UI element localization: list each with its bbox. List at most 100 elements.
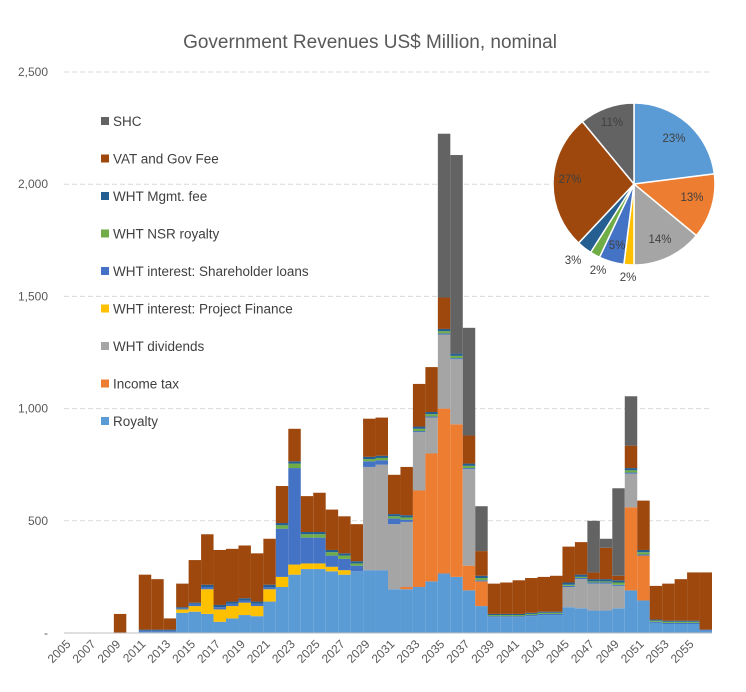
bar-segment: WHT interest: Shareholder loans 2031: 25 — [388, 518, 401, 525]
bar-segment: Royalty 2015: 95 — [188, 611, 202, 633]
bar-segment: WHT Mgmt. fee 2027: 10 — [338, 553, 351, 556]
bar-segment: WHT NSR royalty 2034: 10 — [425, 414, 438, 417]
bar-segment: WHT dividends 2032: 290 — [400, 521, 413, 587]
bar-segment: Royalty 2046: 110 — [574, 608, 588, 633]
bar-segment: WHT interest: Project Finance 2020: 45 — [250, 606, 264, 617]
bar-segment: WHT NSR royalty 2055: 5 — [687, 621, 700, 623]
bar-segment: WHT NSR royalty 2025: 15 — [313, 534, 326, 538]
bar-segment: VAT and Gov Fee 2033: 190 — [412, 383, 426, 427]
legend-label: WHT NSR royalty — [113, 227, 220, 242]
bar-segment: WHT interest: Shareholder loans 2011: 5 — [138, 630, 152, 632]
bar-segment: Royalty 2055: 40 — [687, 624, 700, 633]
bar-segment: WHT Mgmt. fee 2029: 10 — [363, 456, 376, 460]
bar-segment: WHT Mgmt. fee 2021: 10 — [263, 584, 276, 587]
bar-segment: VAT and Gov Fee 2014: 105 — [176, 583, 189, 608]
bar-segment: SHC 2050: 220 — [624, 396, 638, 446]
bar-segment: VAT and Gov Fee 2056: 255 — [699, 572, 712, 630]
legend-swatch — [101, 229, 109, 238]
bar-segment: WHT interest: Shareholder loans 2020: 10 — [250, 603, 264, 607]
bar-segment: WHT interest: Shareholder loans 2039: 5 — [487, 616, 501, 618]
bar-segment: WHT Mgmt. fee 2020: 10 — [250, 601, 264, 604]
bar-segment: VAT and Gov Fee 2051: 220 — [637, 500, 650, 550]
stacked-bars: VAT and Gov Fee 2009: 85Royalty 2011: 5W… — [64, 133, 712, 634]
bar-segment: WHT NSR royalty 2044: 5 — [550, 612, 563, 614]
bar-segment: Royalty 2028: 275 — [350, 571, 364, 633]
bar-segment: WHT interest: Shareholder loans 2025: 11… — [313, 537, 326, 564]
bar-segment: WHT Mgmt. fee 2013: 5 — [163, 629, 177, 631]
bar-segment: WHT Mgmt. fee 2045: 10 — [562, 582, 575, 585]
bar-segment: Royalty 2036: 250 — [450, 576, 463, 633]
legend-label: WHT interest: Project Finance — [113, 302, 293, 317]
bar-segment: WHT dividends 2048: 120 — [599, 583, 613, 611]
bar-segment: WHT dividends 2046: 130 — [574, 579, 588, 609]
bar-segment: WHT interest: Project Finance 2023: 45 — [288, 564, 301, 575]
bar-segment: VAT and Gov Fee 2011: 245 — [138, 574, 152, 630]
legend-label: WHT dividends — [113, 339, 205, 354]
bar-segment: VAT and Gov Fee 2018: 235 — [226, 548, 239, 602]
bar-segment: WHT Mgmt. fee 2053: 5 — [662, 620, 675, 622]
bar-segment: Royalty 2020: 75 — [250, 616, 264, 633]
bar-segment: Royalty 2029: 280 — [363, 570, 376, 633]
pie-label: 3% — [565, 255, 582, 267]
bar-segment: Royalty 2054: 40 — [674, 624, 688, 633]
bar-segment: WHT Mgmt. fee 2052: 5 — [649, 619, 663, 621]
bar-segment: Income tax 2035: 735 — [437, 408, 451, 574]
bar-segment: Royalty 2018: 65 — [226, 618, 239, 633]
bar-segment: VAT and Gov Fee 2029: 170 — [363, 418, 376, 457]
bar-segment: Income tax 2036: 680 — [450, 424, 463, 577]
bar-segment: VAT and Gov Fee 2032: 215 — [400, 466, 413, 516]
legend-swatch — [101, 117, 109, 125]
bar-segment: SHC 2036: 885 — [450, 155, 463, 354]
bar-segment: VAT and Gov Fee 2012: 225 — [151, 579, 164, 630]
x-tick-label: 2041 — [493, 637, 522, 666]
bar-segment: WHT Mgmt. fee 2022: 10 — [275, 523, 289, 526]
bar-segment: VAT and Gov Fee 2020: 215 — [250, 553, 264, 602]
bar-segment: WHT Mgmt. fee 2047: 10 — [587, 579, 600, 582]
x-tick-label: 2005 — [45, 637, 74, 666]
bar-segment: WHT NSR royalty 2054: 5 — [674, 621, 688, 623]
bar-segment: Royalty 2048: 100 — [599, 610, 613, 633]
bar-segment: WHT interest: Shareholder loans 2044: 5 — [550, 613, 563, 616]
bar-segment: WHT interest: Shareholder loans 2030: 20 — [375, 460, 388, 465]
bar-segment: WHT NSR royalty 2023: 20 — [288, 463, 301, 469]
bar-segment: Royalty 2042: 75 — [525, 616, 538, 633]
bar-segment: WHT interest: Shareholder loans 2022: 21… — [275, 528, 289, 577]
bar-segment: Royalty 2044: 80 — [550, 615, 563, 633]
x-tick-label: 2033 — [394, 637, 423, 666]
bar-segment: VAT and Gov Fee 2040: 140 — [500, 582, 513, 614]
legend-label: VAT and Gov Fee — [113, 152, 219, 167]
bar-segment: WHT dividends 2047: 120 — [587, 583, 600, 611]
bar-segment: WHT dividends 2036: 290 — [450, 359, 463, 425]
x-tick-label: 2009 — [95, 637, 124, 666]
y-tick-label: 500 — [28, 514, 48, 528]
bar-segment: WHT Mgmt. fee 2011: 5 — [138, 629, 152, 631]
bar-segment: WHT NSR royalty 2047: 5 — [587, 581, 600, 583]
x-tick-label: 2051 — [618, 637, 647, 666]
bar-segment: Royalty 2014: 90 — [176, 612, 189, 633]
bar-segment: WHT interest: Shareholder loans 2014: 5 — [176, 608, 189, 610]
bar-segment: Royalty 2035: 265 — [437, 573, 451, 633]
bar-segment: VAT and Gov Fee 2052: 150 — [649, 585, 663, 620]
x-tick-label: 2049 — [593, 637, 622, 666]
bar-segment: WHT Mgmt. fee 2046: 10 — [574, 574, 588, 577]
bar-segment: Royalty 2026: 275 — [325, 571, 339, 633]
bar-segment: WHT dividends 2030: 470 — [375, 464, 388, 571]
bar-segment: VAT and Gov Fee 2024: 160 — [300, 496, 314, 533]
pie-slice — [633, 102, 716, 185]
bar-segment: WHT Mgmt. fee 2012: 5 — [151, 629, 164, 631]
bar-segment: WHT Mgmt. fee 2055: 5 — [687, 620, 700, 622]
bar-segment: WHT Mgmt. fee 2026: 10 — [325, 549, 339, 553]
bar-segment: Royalty 2039: 70 — [487, 617, 501, 633]
x-tick-label: 2025 — [294, 637, 323, 666]
bar-segment: VAT and Gov Fee 2045: 160 — [562, 546, 575, 583]
bar-segment: WHT NSR royalty 2026: 15 — [325, 552, 339, 556]
bar-segment: Royalty 2021: 140 — [263, 601, 276, 633]
bar-segment: WHT Mgmt. fee 2050: 10 — [624, 468, 638, 471]
pie-label: 11% — [601, 117, 623, 129]
bar-segment: WHT interest: Shareholder loans 2013: 5 — [163, 630, 177, 632]
bar-segment: WHT interest: Shareholder loans 2018: 10 — [226, 603, 239, 607]
bar-segment: WHT interest: Project Finance 2016: 110 — [201, 589, 214, 614]
bar-segment: WHT Mgmt. fee 2043: 5 — [537, 611, 550, 613]
bar-segment: SHC 2048: 40 — [599, 538, 613, 548]
